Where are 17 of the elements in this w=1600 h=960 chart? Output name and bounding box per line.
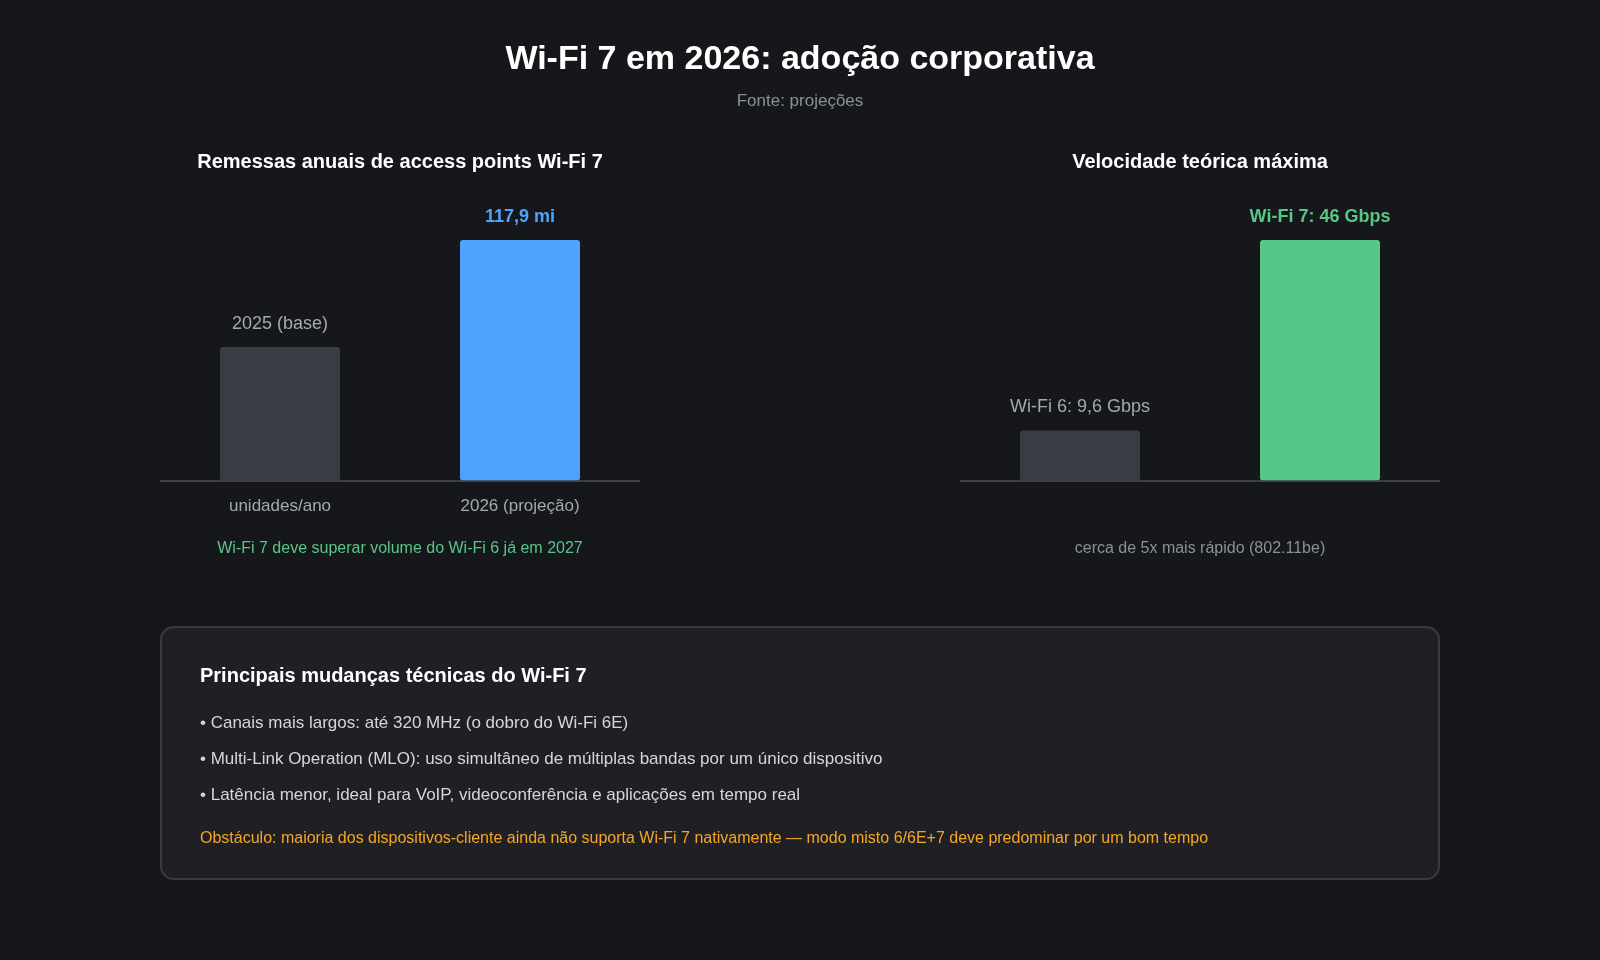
text: • Latência menor, ideal para VoIP, videoconferência e aplicações em tempo real <box>200 785 802 806</box>
text: Principais mudanças técnicas do Wi-Fi 7 <box>200 664 588 687</box>
chart-title: Remessas anuais de access points Wi-Fi 7 <box>196 150 604 174</box>
annotation: 2025 (base) <box>231 312 329 333</box>
data-label: 117,9 mi <box>484 205 556 226</box>
chart-title: Velocidade teórica máxima <box>1071 150 1329 174</box>
text: • Multi-Link Operation (MLO): uso simultâneo de múltiplas bandas por um único dispositivo <box>200 749 884 770</box>
text: Wi-Fi 7 deve superar volume do Wi-Fi 6 já em 2027 <box>216 539 584 557</box>
text: Wi-Fi 7 em 2026: adoção corporativa <box>504 38 1096 77</box>
text: Obstáculo: maioria dos dispositivos-cliente ainda não suporta Wi-Fi 7 nativamente — modo misto 6/6E+7 deve predominar por um bom tempo <box>200 829 1210 847</box>
x-tick-label: 2026 (projeção) <box>460 496 580 516</box>
x-tick-label: unidades/ano <box>228 496 332 516</box>
text: cerca de 5x mais rápido (802.11be) <box>1073 539 1327 557</box>
text: Fonte: projeções <box>735 91 865 111</box>
data-label: Wi-Fi 7: 46 Gbps <box>1249 205 1391 226</box>
data-label: Wi-Fi 6: 9,6 Gbps <box>1009 396 1151 417</box>
text: • Canais mais largos: até 320 MHz (o dobro do Wi-Fi 6E) <box>200 713 630 734</box>
